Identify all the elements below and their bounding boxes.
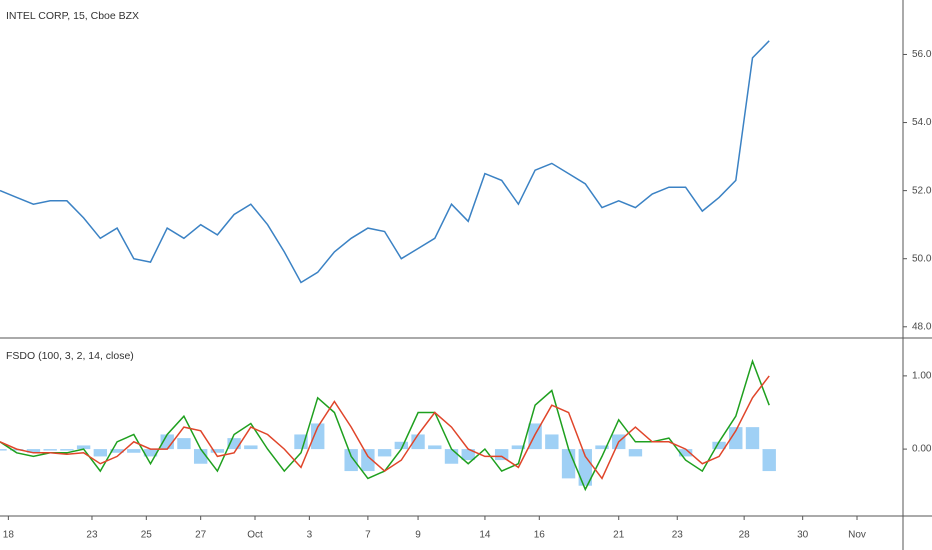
histogram-bar [745,427,760,450]
histogram-bar [461,449,475,461]
histogram-bar [561,449,576,479]
histogram-bar [511,445,526,450]
x-tick-label: 14 [479,530,491,541]
histogram-bar [729,427,743,450]
x-tick-label: 23 [672,530,684,541]
x-tick-label: 16 [534,530,546,541]
x-tick-label: Oct [247,530,263,541]
histogram-bar [110,449,124,453]
series-line [0,375,770,480]
y-tick-label: 56.00 [912,49,932,60]
histogram-bar [93,449,108,457]
histogram-bar [26,449,41,453]
histogram-bar [127,449,141,453]
y-tick-label: 48.00 [912,321,932,332]
chart-title: INTEL CORP, 15, Cboe BZX [6,10,139,22]
histogram-bar [43,449,57,451]
x-tick-label: 18 [3,530,15,541]
histogram-bar [210,449,225,453]
histogram-bar [344,449,358,472]
y-tick-label: 1.00 [912,371,932,382]
histogram-bar [494,449,509,461]
histogram-bar [595,445,609,450]
histogram-bar [411,434,425,450]
x-tick-label: 3 [307,530,313,541]
series-line [0,40,770,284]
y-tick-label: 52.00 [912,185,932,196]
y-tick-label: 50.00 [912,253,932,264]
x-tick-label: 23 [86,530,98,541]
x-tick-label: 27 [195,530,207,541]
histogram-bar [143,449,158,457]
histogram-bar [60,449,74,451]
y-tick-label: 54.00 [912,117,932,128]
y-tick-label: 0.00 [912,444,932,455]
x-tick-label: 28 [739,530,751,541]
histogram-bar [578,449,592,486]
histogram-bar [394,441,409,450]
histogram-bar [244,445,258,450]
histogram-bar [712,441,726,450]
x-tick-label: 30 [797,530,809,541]
x-tick-label: 7 [365,530,371,541]
x-tick-label: 25 [141,530,153,541]
histogram-bar [76,445,91,450]
histogram-bar [311,423,325,450]
histogram-bar [762,449,776,472]
histogram-bar [294,434,308,450]
histogram-bar [0,449,7,451]
x-tick-label: 21 [613,530,625,541]
histogram-bar [377,449,392,457]
histogram-bar [545,434,559,450]
x-tick-label: Nov [848,530,866,541]
x-tick-label: 9 [415,530,421,541]
indicator-title: FSDO (100, 3, 2, 14, close) [6,350,134,362]
histogram-bar [628,449,643,457]
histogram-bar [227,438,241,450]
histogram-bar [678,449,693,457]
histogram-bar [428,445,442,450]
histogram-bar [177,438,191,450]
histogram-bar [361,449,375,472]
histogram-bar [444,449,459,464]
